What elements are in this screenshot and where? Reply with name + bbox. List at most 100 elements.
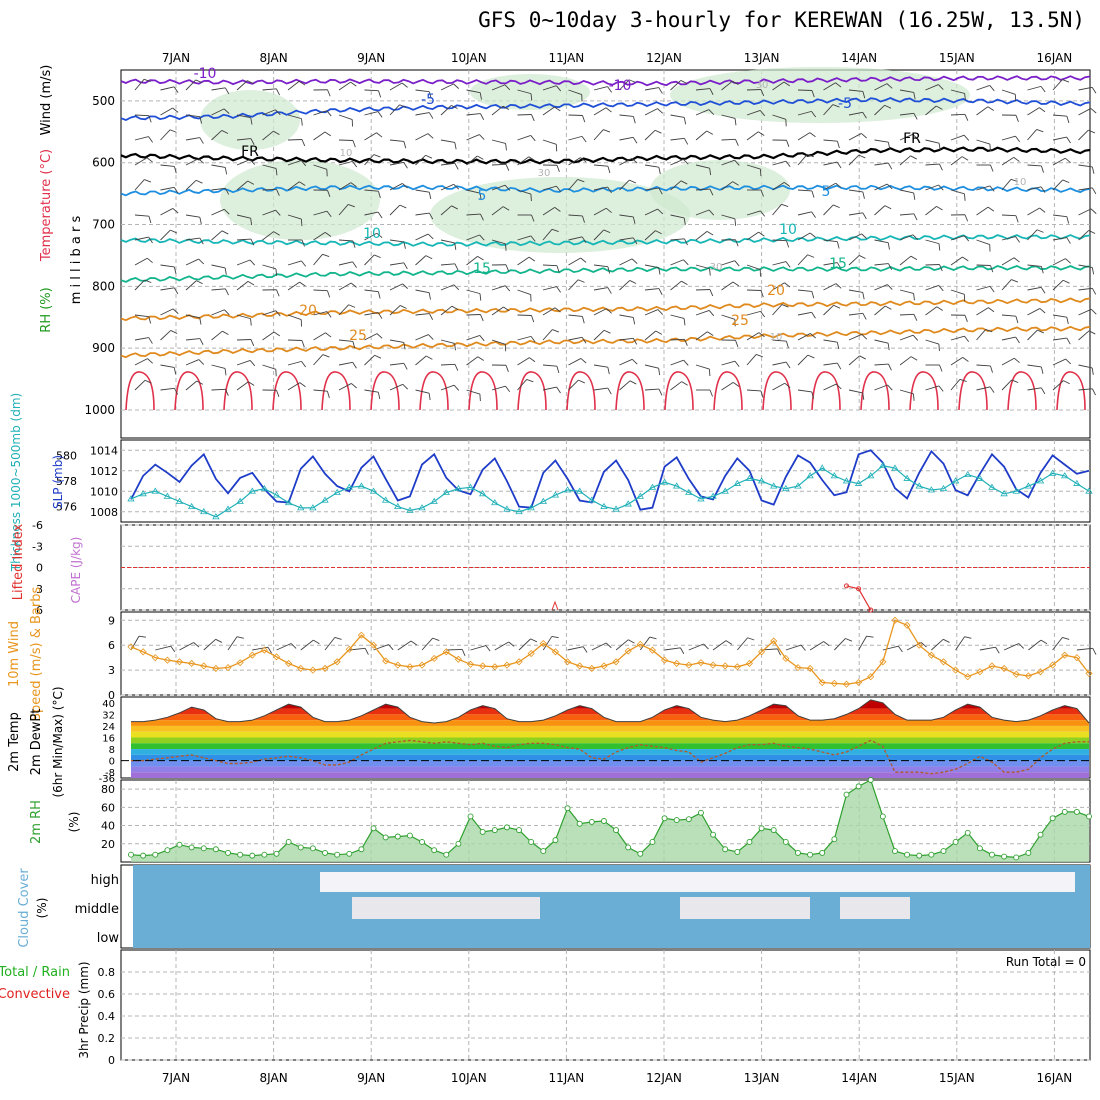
wind-barb (899, 155, 911, 166)
wind-barb (160, 387, 175, 391)
rh-point (406, 832, 413, 839)
wind-barb (401, 82, 408, 88)
wind-barb (275, 168, 278, 176)
wind-barb (772, 203, 782, 216)
wind10m-barb (809, 641, 824, 651)
wind-barb (440, 263, 455, 266)
wind-barb (1011, 379, 1019, 384)
contour-label: 10 (779, 222, 797, 238)
thickness-point (697, 495, 705, 502)
wind10m-barb (155, 645, 171, 651)
wind10m-barb (290, 643, 297, 649)
cloud-high-clear (640, 872, 720, 892)
wind-barb (374, 254, 381, 259)
temp-contour-30 (468, 371, 498, 411)
wind10m-barb (300, 639, 314, 651)
wind-barb (530, 336, 536, 343)
wind-barb (807, 354, 815, 359)
wind-barb (760, 89, 765, 97)
wind-barb (551, 228, 559, 232)
wind-barb (619, 280, 631, 291)
wind-barb (619, 380, 631, 391)
temp-band (131, 720, 1089, 726)
wind-speed-point (345, 645, 353, 653)
y-tick-pressure: 500 (92, 94, 115, 108)
wind-barb (477, 356, 484, 361)
wind-speed-point (855, 678, 863, 687)
wind-barb (172, 308, 179, 314)
wind-barb (848, 389, 863, 394)
thickness-point (794, 482, 802, 489)
wind-barb (1040, 186, 1046, 193)
y-tick-thickness: 580 (56, 449, 77, 462)
wind-barb (670, 80, 682, 91)
wind-barb (454, 163, 459, 170)
wind-barb (1052, 214, 1067, 218)
wind-barb (1088, 330, 1096, 335)
wind-barb (236, 381, 249, 391)
wind-barb (364, 211, 379, 216)
wind-barb (606, 308, 612, 314)
wind-barb (670, 359, 684, 366)
wind10m-barb (1003, 643, 1019, 651)
wind-barb (185, 258, 199, 266)
wind-barb (848, 89, 863, 92)
wind-barb (950, 189, 965, 195)
wind-barb (899, 334, 914, 341)
wind-barb (823, 82, 836, 91)
wind-barb (758, 231, 765, 237)
wind-barb (211, 130, 223, 141)
upper-air-side-label: Wind (m/s) (39, 65, 54, 136)
wind-barb (658, 288, 663, 295)
y-tick-lifted-index: 0 (36, 562, 43, 575)
wind-barb (453, 384, 460, 391)
wind-barb (1064, 157, 1071, 164)
wind-barb (823, 204, 834, 216)
wind-barb (785, 261, 791, 268)
x-tick-top: 7JAN (162, 51, 190, 65)
wind-speed-point (891, 616, 899, 624)
thickness-point (575, 487, 584, 494)
rh-point (261, 851, 268, 858)
wind-barb (542, 185, 557, 191)
chart-labels: 7JAN 7JAN 8JAN 8JAN 9JAN 9JAN 10JAN 10JAN 11JAN 1… (0, 51, 1086, 1085)
wind-barb (224, 309, 230, 316)
wind-barb (823, 304, 834, 316)
wind-barb (1001, 135, 1016, 141)
temp-contour-30 (223, 371, 253, 411)
thickness-point (854, 479, 863, 486)
wind-barb (964, 315, 968, 322)
wind-barb (593, 207, 607, 216)
wind10m-barb (485, 645, 491, 652)
wind-barb (403, 241, 406, 249)
rh-point (976, 845, 983, 852)
wind-barb (199, 116, 203, 124)
wind-barb (734, 260, 740, 267)
wind-barb (670, 180, 682, 191)
wind-barb (910, 356, 918, 361)
wind-barb (262, 164, 277, 169)
wind-barb (810, 333, 816, 339)
wind10m-barb (432, 637, 440, 642)
wind-barb (848, 233, 862, 241)
wind-barb (683, 138, 689, 145)
wind-barb (301, 340, 305, 348)
wind-barb (415, 189, 430, 193)
wind-barb (376, 333, 383, 339)
y-tick-pressure: 800 (92, 279, 115, 293)
wind-barb (734, 360, 740, 367)
wind-barb (556, 366, 560, 374)
wind-barb (746, 264, 761, 270)
wind-barb (925, 339, 940, 345)
rh-point (989, 851, 995, 858)
wind-barb (134, 157, 148, 166)
wind-barb (426, 355, 433, 360)
wind-speed-point (952, 666, 960, 674)
wind-barb (325, 332, 332, 338)
wind-barb (326, 210, 332, 217)
temp-line (131, 699, 1090, 724)
wind10m-barb (785, 644, 802, 651)
wind-barb (377, 211, 383, 219)
y-tick-pressure: 700 (92, 218, 115, 232)
wind-barb (1015, 115, 1019, 122)
